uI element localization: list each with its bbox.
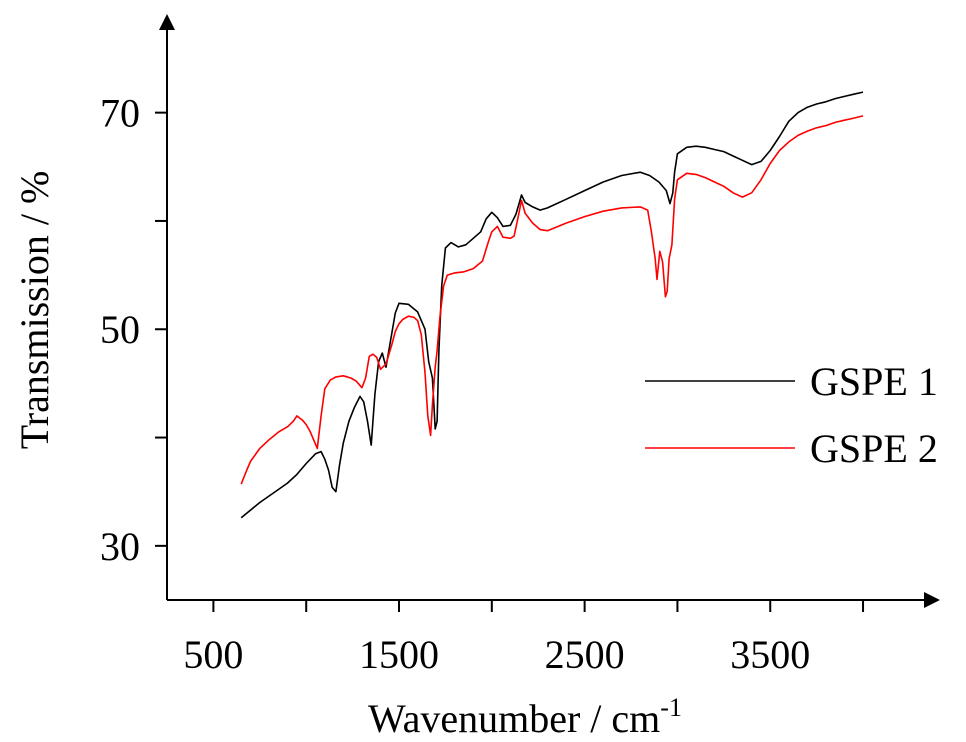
x-tick-label-500: 500 xyxy=(183,632,243,677)
series-line-gspe-1 xyxy=(240,91,864,519)
x-axis-title-superscript: -1 xyxy=(660,693,682,722)
x-tick-labels: 500 1500 2500 3500 xyxy=(183,632,810,677)
y-tick-label-50: 50 xyxy=(100,307,140,352)
series-lines xyxy=(240,91,864,519)
legend-label-gspe-2: GSPE 2 xyxy=(810,426,938,471)
y-axis-arrow xyxy=(159,14,175,30)
x-axis-arrow xyxy=(924,592,940,608)
x-tick-label-1500: 1500 xyxy=(359,632,439,677)
y-tick-label-70: 70 xyxy=(100,91,140,136)
y-axis-title: Transmission / % xyxy=(12,171,57,450)
legend-label-gspe-1: GSPE 1 xyxy=(810,359,938,404)
x-tick-marks xyxy=(212,600,865,612)
legend: GSPE 1 GSPE 2 xyxy=(645,359,938,471)
x-tick-label-3500: 3500 xyxy=(730,632,810,677)
x-axis-title: Wavenumber / cm-1 xyxy=(368,693,682,741)
y-tick-label-30: 30 xyxy=(100,524,140,569)
x-tick-label-2500: 2500 xyxy=(545,632,625,677)
x-axis-title-text: Wavenumber / cm xyxy=(368,696,660,741)
series-line-gspe-2 xyxy=(240,115,864,485)
y-tick-marks xyxy=(155,111,167,547)
y-tick-labels: 30 50 70 xyxy=(100,91,140,569)
